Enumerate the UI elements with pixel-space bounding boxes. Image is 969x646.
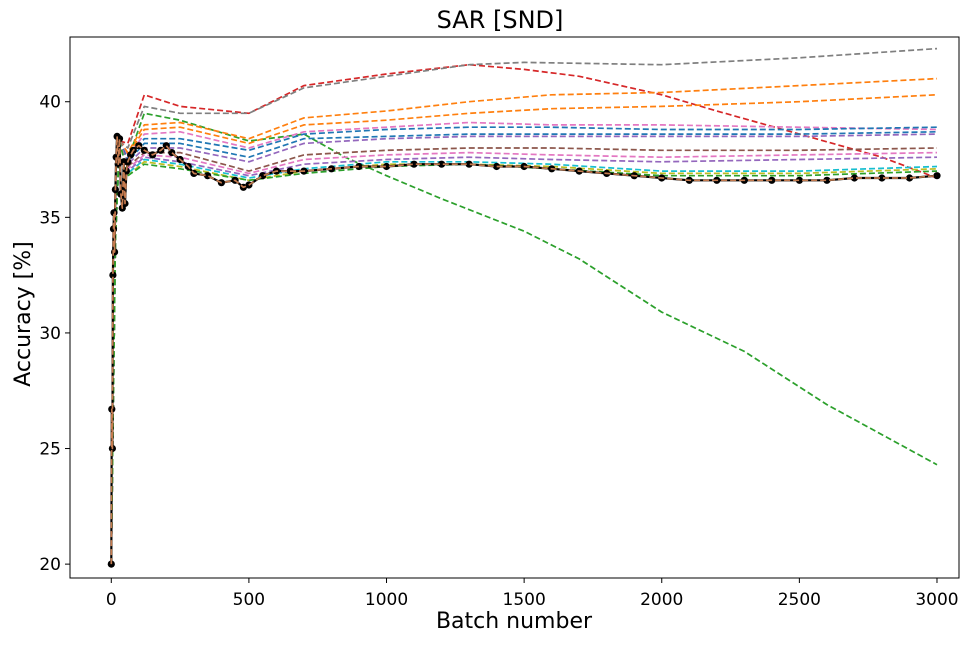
data-point [109,271,117,279]
y-axis-label: Accuracy [%] [11,241,36,387]
series-line-3 [110,77,938,565]
series-line-5 [110,121,938,565]
data-point [850,174,859,182]
plot-frame [69,36,960,579]
y-tick-label: 25 [39,440,61,460]
data-point [493,162,501,171]
data-point [355,162,363,171]
data-point [465,160,473,168]
series-line-2 [110,47,938,565]
x-tick-label: 1000 [365,590,408,610]
series-line-15 [110,135,938,565]
series-line-9 [110,140,938,565]
x-tick-label: 500 [233,590,265,610]
data-point [878,174,886,182]
series-line-8 [110,133,938,565]
y-tick-label: 30 [39,324,61,344]
x-tick-label: 0 [106,590,117,610]
data-point [382,162,391,171]
x-tick-label: 3000 [915,590,958,610]
series-line-12 [110,140,938,565]
data-point [905,174,914,182]
y-tick-label: 35 [39,208,61,228]
data-point [438,160,446,168]
data-point [933,172,941,180]
chart-title: SAR [SND] [437,6,564,34]
axes: 0 500 1000 1500 2000 2500 3000 20 25 30 35 40 [39,36,960,610]
x-tick-label: 1500 [503,590,546,610]
plot-area [107,47,941,568]
series-line-10 [110,140,938,565]
series-line-14 [110,140,938,565]
x-tick-label: 2000 [640,590,683,610]
x-axis-label: Batch number [436,609,593,634]
y-tick-label: 20 [39,555,61,575]
series-line-11 [110,140,938,565]
data-point [823,176,831,184]
series-line-16 [110,135,938,565]
series-line-13 [110,140,938,565]
series-line-7 [110,130,938,565]
data-point [795,176,804,184]
series-line-6 [110,126,938,565]
y-tick-label: 40 [39,93,61,113]
x-tick-label: 2500 [778,590,821,610]
data-point [410,160,418,168]
